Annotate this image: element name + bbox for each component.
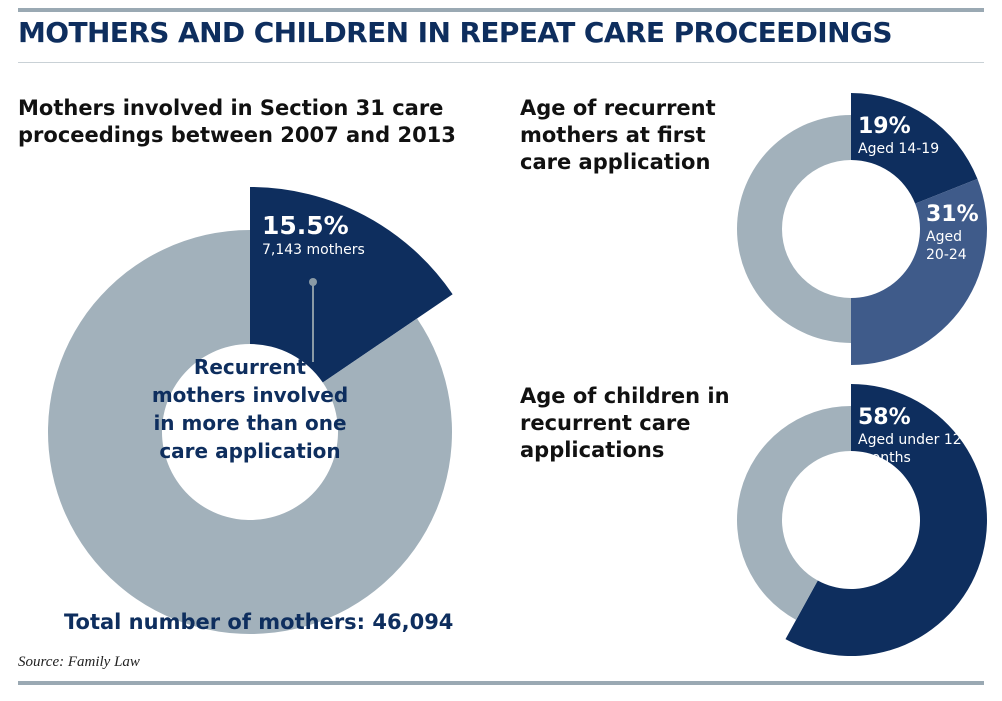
chart2-slice-1: [851, 93, 978, 204]
chart2-slice-1-sublabel: Aged 14-19: [858, 141, 939, 157]
chart3-slice-1: [785, 384, 987, 656]
title-divider: [18, 62, 984, 63]
chart3-slice-2: [736, 406, 851, 620]
chart1-slice-1-sublabel: 7,143 mothers: [262, 242, 365, 258]
chart1-total-label: Total number of mothers: 46,094: [64, 610, 454, 634]
source-note: Source: Family Law: [18, 654, 140, 670]
chart1-slice-1-percent: 15.5%: [262, 211, 349, 240]
chart2-slice-1-percent: 19%: [858, 114, 911, 139]
donut-chart-1: [47, 187, 453, 634]
chart3-title-line: Age of children in: [520, 384, 730, 408]
chart2-title: Age of recurrent mothers at first care a…: [520, 95, 716, 176]
chart3-slice-1-percent: 58%: [858, 405, 911, 430]
chart1-pointer-dot: [309, 278, 317, 286]
chart2-slice-2-sublabel: Aged: [926, 229, 962, 245]
chart3-title: Age of children in recurrent care applic…: [520, 383, 730, 464]
chart1-title-line: Mothers involved in Section 31 care: [18, 96, 444, 120]
bottom-rule: [18, 681, 984, 685]
chart1-center-label-line: Recurrent: [194, 355, 307, 379]
chart2-slice-2-sublabel: 20-24: [926, 247, 967, 263]
top-rule: [18, 8, 984, 12]
chart1-center-label-line: mothers involved: [152, 383, 348, 407]
chart2-slice-3: [737, 115, 851, 343]
chart2-title-line: mothers at first: [520, 123, 706, 147]
chart1-title: Mothers involved in Section 31 care proc…: [18, 95, 456, 149]
chart1-center-label-line: in more than one: [153, 411, 346, 435]
chart1-slice-1: [250, 187, 453, 383]
chart3-title-line: recurrent care: [520, 411, 691, 435]
chart1-title-line: proceedings between 2007 and 2013: [18, 123, 456, 147]
chart2-title-line: Age of recurrent: [520, 96, 716, 120]
chart1-slice-2: [47, 230, 453, 634]
donut-chart-3: [736, 384, 987, 656]
chart2-title-line: care application: [520, 150, 711, 174]
chart2-slice-2-percent: 31%: [926, 202, 979, 227]
chart3-slice-1-sublabel: months: [858, 450, 911, 466]
chart1-center-label-line: care application: [159, 439, 340, 463]
page-title: MOTHERS AND CHILDREN IN REPEAT CARE PROC…: [18, 16, 893, 49]
chart3-slice-1-sublabel: Aged under 12: [858, 432, 962, 448]
donut-chart-2: [737, 93, 987, 365]
chart3-title-line: applications: [520, 438, 665, 462]
chart2-slice-2: [851, 178, 987, 365]
